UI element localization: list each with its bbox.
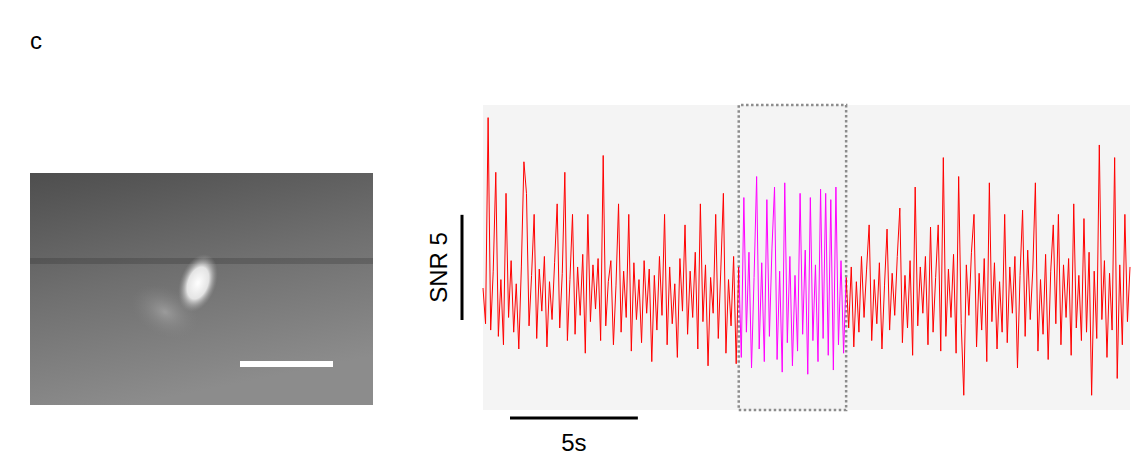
svg-text:5s: 5s [561, 429, 586, 456]
svg-text:c: c [30, 27, 42, 54]
svg-text:SNR 5: SNR 5 [425, 232, 452, 303]
